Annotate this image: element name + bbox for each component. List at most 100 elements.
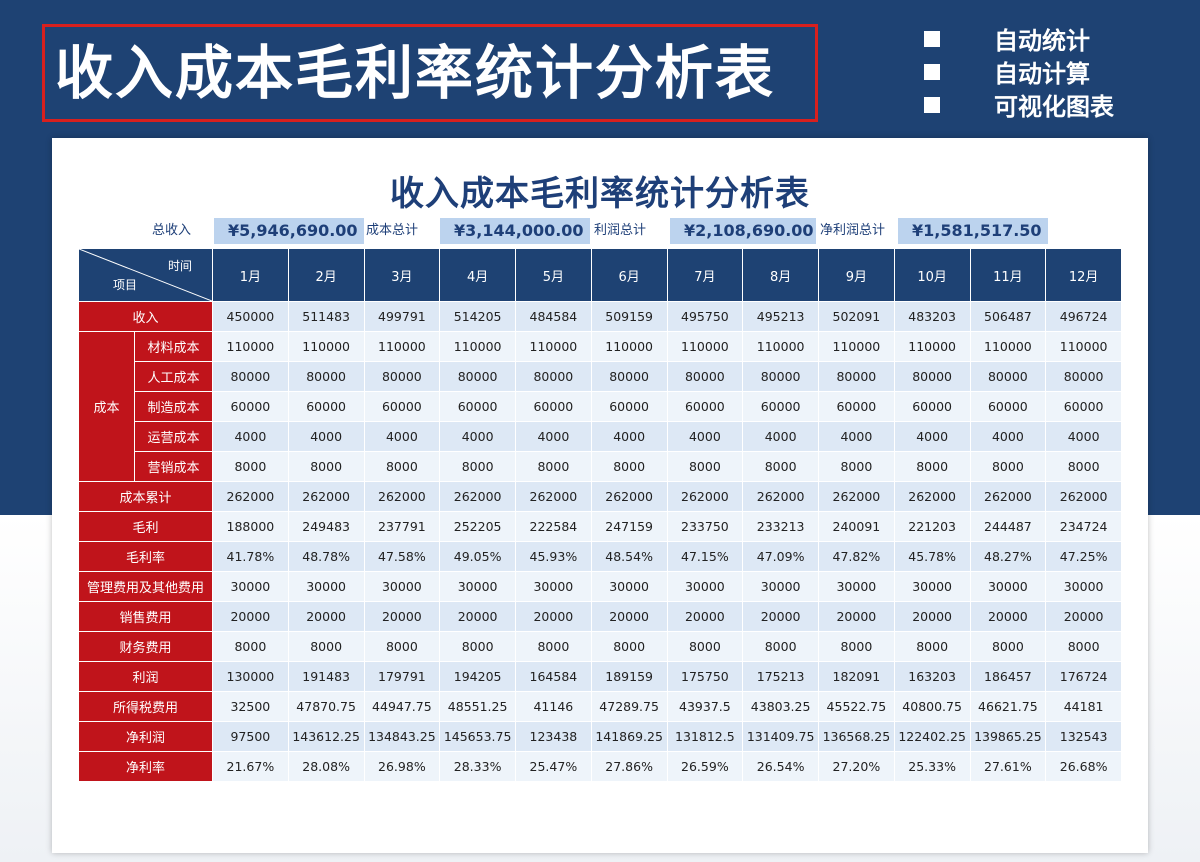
table-cell[interactable]: 26.68% (1045, 751, 1122, 782)
table-cell[interactable]: 60000 (515, 391, 592, 422)
table-cell[interactable]: 26.59% (666, 751, 744, 782)
table-cell[interactable]: 110000 (1045, 331, 1122, 362)
table-cell[interactable]: 8000 (893, 451, 971, 482)
table-cell[interactable]: 80000 (818, 361, 895, 392)
table-cell[interactable]: 30000 (439, 571, 516, 602)
table-cell[interactable]: 233750 (666, 511, 744, 542)
table-cell[interactable]: 179791 (363, 661, 441, 692)
table-cell[interactable]: 262000 (439, 481, 516, 512)
table-cell[interactable]: 4000 (1045, 421, 1122, 452)
table-cell[interactable]: 30000 (1045, 571, 1122, 602)
table-cell[interactable]: 8000 (439, 631, 516, 662)
table-cell[interactable]: 60000 (666, 391, 744, 422)
table-cell[interactable]: 502091 (818, 301, 895, 332)
table-cell[interactable]: 20000 (590, 601, 668, 632)
table-cell[interactable]: 130000 (212, 661, 289, 692)
table-cell[interactable]: 188000 (212, 511, 289, 542)
table-cell[interactable]: 80000 (742, 361, 819, 392)
table-cell[interactable]: 495750 (666, 301, 744, 332)
table-cell[interactable]: 20000 (439, 601, 516, 632)
table-cell[interactable]: 43937.5 (666, 691, 744, 722)
table-cell[interactable]: 176724 (1045, 661, 1122, 692)
table-cell[interactable]: 30000 (515, 571, 592, 602)
table-cell[interactable]: 26.54% (742, 751, 819, 782)
table-cell[interactable]: 8000 (212, 631, 289, 662)
table-cell[interactable]: 110000 (590, 331, 668, 362)
table-cell[interactable]: 4000 (893, 421, 971, 452)
table-cell[interactable]: 47870.75 (287, 691, 365, 722)
table-cell[interactable]: 110000 (666, 331, 744, 362)
table-cell[interactable]: 123438 (515, 721, 592, 752)
table-cell[interactable]: 30000 (212, 571, 289, 602)
table-cell[interactable]: 8000 (818, 631, 895, 662)
table-cell[interactable]: 47.25% (1045, 541, 1122, 572)
table-cell[interactable]: 234724 (1045, 511, 1122, 542)
table-cell[interactable]: 20000 (1045, 601, 1122, 632)
table-cell[interactable]: 44947.75 (363, 691, 441, 722)
table-cell[interactable]: 80000 (1045, 361, 1122, 392)
table-cell[interactable]: 43803.25 (742, 691, 819, 722)
table-cell[interactable]: 30000 (363, 571, 441, 602)
table-cell[interactable]: 143612.25 (287, 721, 365, 752)
table-cell[interactable]: 20000 (515, 601, 592, 632)
table-cell[interactable]: 21.67% (212, 751, 289, 782)
table-cell[interactable]: 8000 (515, 631, 592, 662)
table-cell[interactable]: 27.86% (590, 751, 668, 782)
table-cell[interactable]: 237791 (363, 511, 441, 542)
table-cell[interactable]: 45.93% (515, 541, 592, 572)
table-cell[interactable]: 8000 (590, 631, 668, 662)
table-cell[interactable]: 132543 (1045, 721, 1122, 752)
table-cell[interactable]: 110000 (515, 331, 592, 362)
table-cell[interactable]: 30000 (742, 571, 819, 602)
table-cell[interactable]: 8000 (893, 631, 971, 662)
table-cell[interactable]: 186457 (969, 661, 1047, 692)
table-cell[interactable]: 450000 (212, 301, 289, 332)
table-cell[interactable]: 8000 (212, 451, 289, 482)
table-cell[interactable]: 30000 (969, 571, 1047, 602)
table-cell[interactable]: 247159 (590, 511, 668, 542)
table-cell[interactable]: 240091 (818, 511, 895, 542)
table-cell[interactable]: 30000 (893, 571, 971, 602)
table-cell[interactable]: 4000 (439, 421, 516, 452)
table-cell[interactable]: 48.78% (287, 541, 365, 572)
table-cell[interactable]: 80000 (969, 361, 1047, 392)
table-cell[interactable]: 139865.25 (969, 721, 1047, 752)
table-cell[interactable]: 8000 (1045, 451, 1122, 482)
table-cell[interactable]: 40800.75 (893, 691, 971, 722)
table-cell[interactable]: 80000 (515, 361, 592, 392)
table-cell[interactable]: 163203 (893, 661, 971, 692)
table-cell[interactable]: 110000 (363, 331, 441, 362)
table-cell[interactable]: 110000 (212, 331, 289, 362)
table-cell[interactable]: 4000 (287, 421, 365, 452)
table-cell[interactable]: 8000 (969, 631, 1047, 662)
table-cell[interactable]: 80000 (666, 361, 744, 392)
table-cell[interactable]: 262000 (818, 481, 895, 512)
table-cell[interactable]: 45522.75 (818, 691, 895, 722)
table-cell[interactable]: 20000 (666, 601, 744, 632)
table-cell[interactable]: 496724 (1045, 301, 1122, 332)
table-cell[interactable]: 45.78% (893, 541, 971, 572)
table-cell[interactable]: 25.47% (515, 751, 592, 782)
table-cell[interactable]: 509159 (590, 301, 668, 332)
table-cell[interactable]: 110000 (818, 331, 895, 362)
table-cell[interactable]: 194205 (439, 661, 516, 692)
table-cell[interactable]: 4000 (590, 421, 668, 452)
table-cell[interactable]: 262000 (212, 481, 289, 512)
table-cell[interactable]: 8000 (515, 451, 592, 482)
table-cell[interactable]: 44181 (1045, 691, 1122, 722)
table-cell[interactable]: 175213 (742, 661, 819, 692)
table-cell[interactable]: 20000 (893, 601, 971, 632)
table-cell[interactable]: 499791 (363, 301, 441, 332)
table-cell[interactable]: 80000 (893, 361, 971, 392)
table-cell[interactable]: 141869.25 (590, 721, 668, 752)
table-cell[interactable]: 145653.75 (439, 721, 516, 752)
table-cell[interactable]: 131409.75 (742, 721, 819, 752)
table-cell[interactable]: 20000 (287, 601, 365, 632)
table-cell[interactable]: 27.20% (818, 751, 895, 782)
table-cell[interactable]: 262000 (1045, 481, 1122, 512)
table-cell[interactable]: 262000 (666, 481, 744, 512)
table-cell[interactable]: 136568.25 (818, 721, 895, 752)
table-cell[interactable]: 4000 (969, 421, 1047, 452)
table-cell[interactable]: 8000 (969, 451, 1047, 482)
table-cell[interactable]: 8000 (363, 451, 441, 482)
